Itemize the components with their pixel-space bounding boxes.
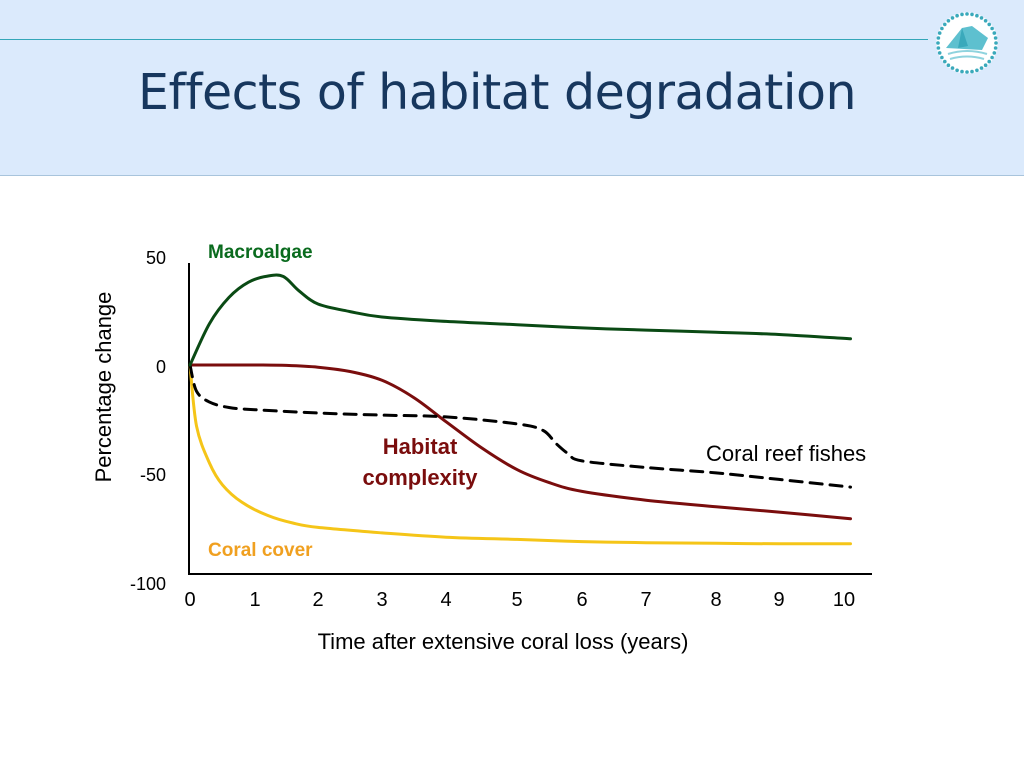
series-line-macroalgae	[188, 273, 852, 367]
series-line-habitat-complexity	[188, 363, 852, 521]
organisation-logo-icon	[936, 12, 998, 74]
x-tick-label: 1	[249, 589, 260, 611]
y-tick-label: -100	[130, 574, 166, 594]
x-tick-label: 8	[710, 589, 721, 611]
y-axis-title: Percentage change	[91, 292, 116, 483]
x-tick-label: 7	[640, 589, 651, 611]
label-coral-reef-fishes: Coral reef fishes	[706, 441, 866, 466]
x-tick-label: 3	[376, 589, 387, 611]
label-macroalgae: Macroalgae	[208, 242, 313, 263]
x-tick-label: 5	[511, 589, 522, 611]
y-tick-label: 50	[146, 248, 166, 268]
x-tick-label: 2	[312, 589, 323, 611]
series-line-coral-reef-fishes	[188, 363, 852, 489]
label-habitat-complexity-2: complexity	[363, 465, 479, 490]
x-axis-title: Time after extensive coral loss (years)	[318, 629, 689, 654]
label-coral-cover: Coral cover	[208, 540, 313, 561]
x-tick-label: 9	[773, 589, 784, 611]
x-tick-label: 10	[833, 589, 855, 611]
series-line-coral-cover	[188, 363, 852, 546]
x-tick-label: 0	[184, 589, 195, 611]
x-tick-label: 4	[440, 589, 451, 611]
slide-header: Effects of habitat degradation	[0, 0, 1024, 176]
x-tick-label: 6	[576, 589, 587, 611]
slide-title: Effects of habitat degradation	[138, 64, 857, 121]
label-habitat-complexity-1: Habitat	[383, 434, 458, 459]
y-tick-label: 0	[156, 357, 166, 377]
y-tick-label: -50	[140, 465, 166, 485]
header-divider	[0, 39, 928, 40]
